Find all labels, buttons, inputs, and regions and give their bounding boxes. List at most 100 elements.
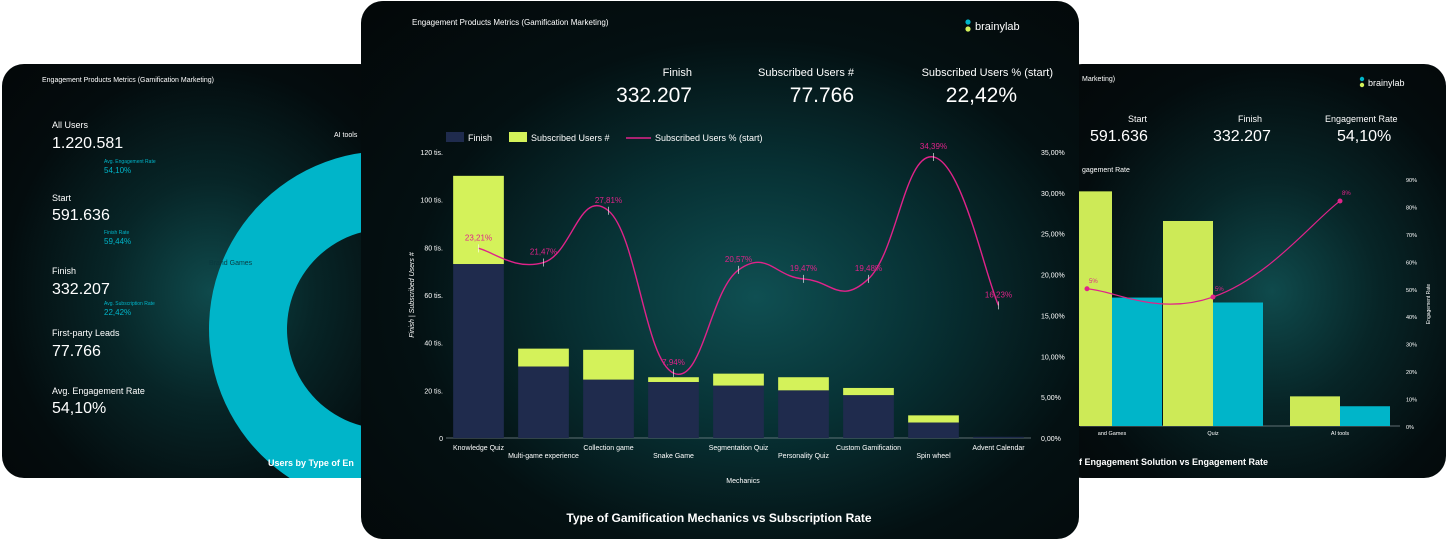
y-tick-label: 0 [439, 436, 443, 443]
y2-tick-label: 25,00% [1041, 232, 1065, 239]
x-tick-label: Personality Quiz [778, 453, 829, 460]
bar-finish[interactable] [973, 436, 1024, 438]
center-kpi-value-finish: 332.207 [616, 84, 692, 107]
logo-dot-teal-icon [1359, 76, 1365, 82]
right-rate-point [1337, 198, 1343, 204]
right-kpi-label-engagement: Engagement Rate [1325, 114, 1398, 124]
bar-subscribed[interactable] [843, 387, 894, 396]
left-dashboard-card: Engagement Products Metrics (Gamificatio… [2, 64, 382, 478]
right-y2-tick-label: 60% [1406, 260, 1417, 266]
right-y2-tick-label: 30% [1406, 343, 1417, 349]
right-header: Marketing) [1082, 76, 1115, 83]
donut-slice-brand-games[interactable] [209, 151, 382, 478]
center-header: Engagement Products Metrics (Gamificatio… [412, 18, 609, 27]
center-dashboard-card: Engagement Products Metrics (Gamificatio… [361, 1, 1079, 539]
brand-name-right: brainylab [1368, 78, 1405, 88]
y2-tick-label: 35,00% [1041, 150, 1065, 157]
legend-swatch-subscribed [509, 132, 527, 142]
x-tick-label: Snake Game [653, 453, 694, 460]
bar-subscribed[interactable] [648, 377, 699, 382]
rate-data-label: 23,21% [465, 233, 492, 242]
legend-label-rate: Subscribed Users % (start) [655, 133, 763, 143]
bar-subscribed[interactable] [583, 349, 634, 380]
kpi-sub-value-subscription-rate: 22,42% [104, 308, 131, 317]
legend-label-finish: Finish [468, 133, 492, 143]
right-bar-finish[interactable] [1112, 297, 1162, 426]
bar-finish[interactable] [843, 395, 894, 438]
line-subscribed-rate [478, 156, 1000, 375]
rate-data-label: 20,57% [725, 255, 752, 264]
center-kpi-value-subscribed: 77.766 [790, 84, 854, 107]
left-header: Engagement Products Metrics (Gamificatio… [42, 77, 214, 84]
bar-finish[interactable] [778, 390, 829, 438]
y-tick-label: 60 tis. [424, 293, 443, 300]
kpi-sub-label-avg-engagement: Avg. Engagement Rate [104, 159, 156, 165]
right-line-engagement-rate [1086, 200, 1341, 305]
rate-data-label: 7,94% [662, 358, 685, 367]
right-y2-tick-label: 10% [1406, 398, 1417, 404]
right-y2-tick-label: 70% [1406, 233, 1417, 239]
rate-data-label: 21,47% [530, 248, 557, 257]
right-kpi-value-start: 591.636 [1090, 128, 1148, 145]
x-tick-label: Segmentation Quiz [709, 445, 769, 452]
center-kpi-label-finish: Finish [663, 67, 692, 79]
center-chart-title: Type of Gamification Mechanics vs Subscr… [566, 511, 872, 525]
kpi-label-first-party-leads: First-party Leads [52, 328, 120, 338]
y2-tick-label: 15,00% [1041, 313, 1065, 320]
bar-finish[interactable] [453, 264, 504, 438]
kpi-sub-label-subscription-rate: Avg. Subscription Rate [104, 301, 155, 307]
bar-subscribed[interactable] [518, 348, 569, 367]
bar-finish[interactable] [583, 379, 634, 438]
y2-tick-label: 5,00% [1041, 395, 1061, 402]
bar-finish[interactable] [518, 366, 569, 439]
y2-tick-label: 10,00% [1041, 354, 1065, 361]
bar-finish[interactable] [713, 385, 764, 438]
center-dashboard-svg: Engagement Products Metrics (Gamificatio… [409, 18, 1065, 525]
rate-data-label: 27,81% [595, 196, 622, 205]
bar-subscribed[interactable] [908, 415, 959, 423]
right-y2-tick-label: 90% [1406, 178, 1417, 184]
right-x-tick-label: Quiz [1207, 431, 1219, 437]
right-bar-finish[interactable] [1213, 302, 1263, 427]
brand-name-center: brainylab [975, 21, 1020, 33]
y2-tick-label: 20,00% [1041, 273, 1065, 280]
right-kpi-label-finish: Finish [1238, 114, 1262, 124]
right-dashboard-card: Marketing) brainylab Start 591.636 Finis… [1060, 64, 1446, 478]
right-x-tick-label: and Games [1098, 431, 1127, 437]
center-kpi-label-subscribed: Subscribed Users # [758, 67, 855, 79]
logo-dot-lime-icon [965, 26, 971, 32]
rate-data-label: 19,48% [855, 264, 882, 273]
x-tick-label: Collection game [583, 445, 633, 452]
bar-finish[interactable] [908, 422, 959, 438]
kpi-value-first-party-leads: 77.766 [52, 343, 101, 360]
right-rate-label: 8% [1342, 191, 1351, 197]
logo-dot-lime-icon [1359, 82, 1365, 88]
y-tick-label: 100 tis. [420, 198, 443, 205]
y-tick-label: 20 tis. [424, 388, 443, 395]
rate-data-label: 16,23% [985, 290, 1012, 299]
kpi-sub-value-avg-engagement: 54,10% [104, 166, 131, 175]
x-tick-label: Advent Calendar [972, 445, 1025, 452]
right-y2-tick-label: 50% [1406, 288, 1417, 294]
right-rate-label: 5% [1089, 279, 1098, 285]
right-bar-start[interactable] [1163, 220, 1213, 426]
right-bar-chart: 0% 10% 20% 30% 40% 50% 60% 70% 80% 90% and Games Qu… [1062, 178, 1417, 437]
kpi-label-start: Start [52, 193, 72, 203]
right-bar-start[interactable] [1290, 396, 1340, 426]
right-chart-subtitle: gagement Rate [1082, 167, 1130, 174]
right-kpi-value-finish: 332.207 [1213, 128, 1271, 145]
right-bar-finish[interactable] [1340, 406, 1390, 426]
bar-subscribed[interactable] [713, 373, 764, 386]
logo-dot-teal-icon [965, 19, 971, 25]
bar-finish[interactable] [648, 381, 699, 438]
bar-subscribed[interactable] [778, 377, 829, 391]
kpi-value-all-users: 1.220.581 [52, 135, 123, 152]
y2-tick-label: 30,00% [1041, 191, 1065, 198]
right-rate-label: 5% [1215, 287, 1224, 293]
left-dashboard-svg: Engagement Products Metrics (Gamificatio… [42, 77, 382, 478]
kpi-sub-value-finish-rate: 59,44% [104, 237, 131, 246]
right-dashboard-svg: Marketing) brainylab Start 591.636 Finis… [1062, 76, 1432, 467]
right-y2-axis-label: Engagement Rate [1426, 284, 1432, 325]
right-rate-point [1084, 286, 1090, 292]
kpi-label-avg-engagement-rate: Avg. Engagement Rate [52, 386, 145, 396]
